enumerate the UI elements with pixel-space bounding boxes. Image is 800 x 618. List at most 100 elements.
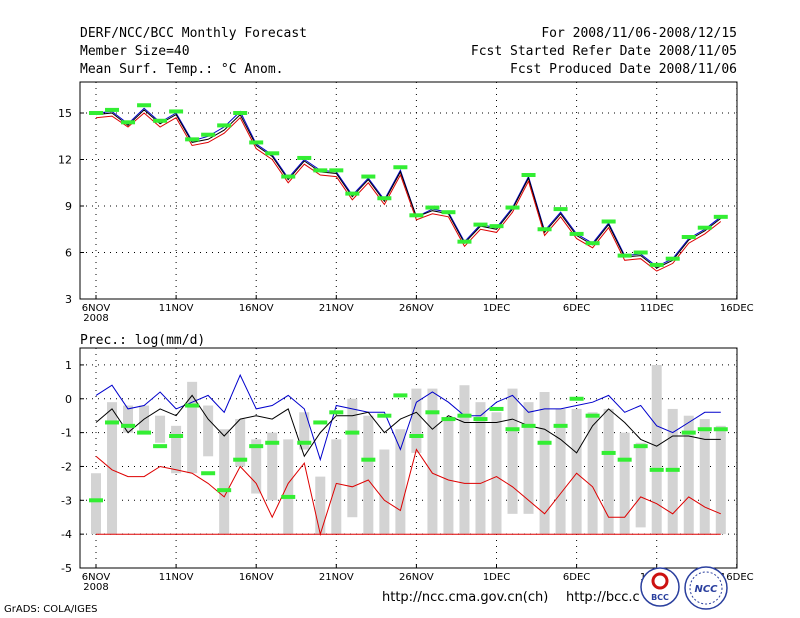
spread-bar — [331, 439, 342, 535]
observed-marker — [169, 109, 184, 114]
observed-marker — [329, 168, 344, 173]
observed-marker — [665, 256, 680, 261]
observed-marker — [569, 231, 584, 236]
observed-marker — [537, 227, 552, 232]
observed-marker — [457, 239, 472, 244]
observed-marker — [233, 111, 248, 115]
observed-marker — [601, 219, 616, 224]
y-tick-label: 9 — [65, 200, 72, 213]
observed-marker — [89, 111, 103, 115]
spread-bar — [491, 412, 502, 535]
spread-bar — [299, 412, 310, 450]
x-tick-label: 16NOV — [239, 572, 274, 583]
observed-marker — [633, 444, 648, 449]
series-line-max — [95, 373, 721, 462]
observed-marker — [201, 132, 216, 137]
bcc-url-link[interactable]: http://bcc.c — [566, 590, 640, 605]
observed-marker — [553, 207, 568, 212]
spread-bar — [475, 402, 486, 535]
x-tick-label: 21NOV — [319, 303, 354, 314]
spread-bar — [219, 429, 230, 535]
observed-marker — [265, 440, 280, 445]
y-tick-label: 15 — [58, 107, 72, 120]
spread-bar — [523, 402, 534, 514]
spread-bar — [283, 439, 294, 535]
observed-marker — [249, 140, 264, 145]
observed-marker — [377, 413, 392, 418]
observed-marker — [345, 430, 360, 435]
spread-bar — [251, 439, 262, 494]
observed-marker — [409, 213, 424, 218]
spread-bar — [619, 432, 630, 535]
observed-marker — [457, 413, 472, 418]
observed-marker — [137, 430, 152, 435]
spread-bar — [603, 408, 614, 535]
spread-bar — [379, 449, 390, 535]
x-tick-label: 11NOV — [159, 303, 194, 314]
y-tick-label: 6 — [65, 247, 72, 260]
x-tick-label: 6DEC — [563, 303, 590, 314]
y-tick-label: 12 — [58, 154, 72, 167]
observed-marker — [489, 224, 504, 229]
spread-bar — [587, 412, 598, 535]
y-tick-label: 1 — [65, 359, 72, 372]
observed-marker — [153, 118, 168, 123]
spread-bar — [203, 405, 214, 457]
x-tick-label: 11DEC — [640, 572, 674, 583]
observed-marker — [329, 410, 344, 415]
header-title: DERF/NCC/BCC Monthly Forecast — [80, 26, 307, 41]
spread-bar — [187, 381, 198, 474]
series-line-min — [95, 448, 721, 537]
observed-marker — [697, 427, 712, 432]
spread-bar — [699, 419, 710, 535]
x-tick-label: 1DEC — [483, 303, 510, 314]
observed-marker — [409, 434, 424, 438]
observed-marker — [153, 444, 168, 449]
observed-marker — [121, 120, 136, 125]
spread-bar — [347, 398, 358, 518]
series-line-min — [95, 112, 722, 272]
observed-marker — [377, 196, 392, 201]
observed-marker — [681, 235, 696, 239]
spread-bar — [427, 388, 438, 535]
observed-marker — [169, 434, 184, 438]
observed-marker — [585, 241, 600, 246]
observed-marker — [521, 173, 536, 177]
observed-marker — [649, 262, 664, 267]
observed-marker — [281, 494, 296, 499]
x-tick-label: 2008 — [83, 582, 108, 593]
observed-marker — [537, 440, 552, 445]
observed-marker — [89, 498, 103, 503]
series-line-max — [95, 107, 722, 267]
observed-marker — [201, 471, 216, 476]
spread-bar — [555, 408, 566, 535]
x-tick-label: 16DEC — [720, 303, 754, 314]
observed-marker — [345, 191, 360, 196]
y-tick-label: -2 — [61, 460, 72, 473]
header-start-date: Fcst Started Refer Date 2008/11/05 — [470, 44, 737, 59]
observed-marker — [265, 151, 280, 156]
observed-marker — [441, 417, 456, 422]
panel-title-precip: Prec.: log(mm/d) — [80, 333, 205, 348]
observed-marker — [361, 457, 376, 462]
observed-marker — [297, 440, 312, 445]
y-tick-label: 3 — [65, 293, 72, 306]
observed-marker — [393, 393, 408, 398]
spread-bar — [91, 473, 101, 535]
header-variable: Mean Surf. Temp.: °C Anom. — [80, 62, 284, 77]
observed-marker — [697, 225, 712, 230]
spread-bar — [443, 419, 454, 535]
observed-marker — [553, 423, 568, 428]
spread-bar — [315, 476, 326, 535]
observed-marker — [281, 174, 296, 179]
observed-marker — [617, 253, 632, 258]
observed-marker — [425, 410, 440, 415]
observed-marker — [297, 155, 312, 160]
observed-marker — [233, 457, 248, 462]
observed-marker — [393, 165, 408, 170]
ncc-url-link[interactable]: http://ncc.cma.gov.cn(ch) — [382, 590, 549, 605]
observed-marker — [313, 420, 328, 425]
spread-bar — [235, 419, 246, 467]
panel-frame — [79, 347, 738, 569]
observed-marker — [361, 174, 376, 179]
